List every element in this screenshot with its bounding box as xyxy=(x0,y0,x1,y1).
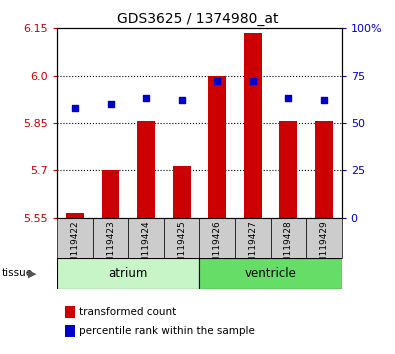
Text: tissue: tissue xyxy=(2,268,33,279)
Bar xyxy=(57,258,199,289)
Bar xyxy=(235,218,271,258)
Text: GSM119428: GSM119428 xyxy=(284,221,293,275)
Bar xyxy=(244,33,262,218)
Text: atrium: atrium xyxy=(109,267,148,280)
Bar xyxy=(57,218,93,258)
Bar xyxy=(199,218,235,258)
Text: transformed count: transformed count xyxy=(79,307,176,316)
Point xyxy=(143,96,149,101)
Text: GSM119427: GSM119427 xyxy=(248,221,257,275)
Bar xyxy=(209,76,226,218)
Bar xyxy=(271,218,306,258)
Point xyxy=(179,97,185,103)
Text: GDS3625 / 1374980_at: GDS3625 / 1374980_at xyxy=(117,12,278,27)
Text: percentile rank within the sample: percentile rank within the sample xyxy=(79,326,255,336)
Bar xyxy=(164,218,199,258)
Point xyxy=(214,79,220,84)
Bar xyxy=(137,121,155,218)
Point xyxy=(321,97,327,103)
Text: GSM119423: GSM119423 xyxy=(106,221,115,275)
Bar xyxy=(306,218,342,258)
Point xyxy=(107,101,114,107)
Bar xyxy=(199,258,342,289)
Text: GSM119426: GSM119426 xyxy=(213,221,222,275)
Point xyxy=(72,105,78,111)
Text: GSM119425: GSM119425 xyxy=(177,221,186,275)
Bar xyxy=(128,218,164,258)
Point xyxy=(250,79,256,84)
Bar xyxy=(93,218,128,258)
Bar xyxy=(280,121,297,218)
Text: ventricle: ventricle xyxy=(245,267,297,280)
Bar xyxy=(102,170,120,218)
Text: ▶: ▶ xyxy=(28,268,37,279)
Text: GSM119424: GSM119424 xyxy=(142,221,150,275)
Text: GSM119429: GSM119429 xyxy=(320,221,328,275)
Bar xyxy=(66,213,84,218)
Bar xyxy=(315,121,333,218)
Point xyxy=(285,96,292,101)
Bar xyxy=(173,166,191,218)
Text: GSM119422: GSM119422 xyxy=(71,221,79,275)
